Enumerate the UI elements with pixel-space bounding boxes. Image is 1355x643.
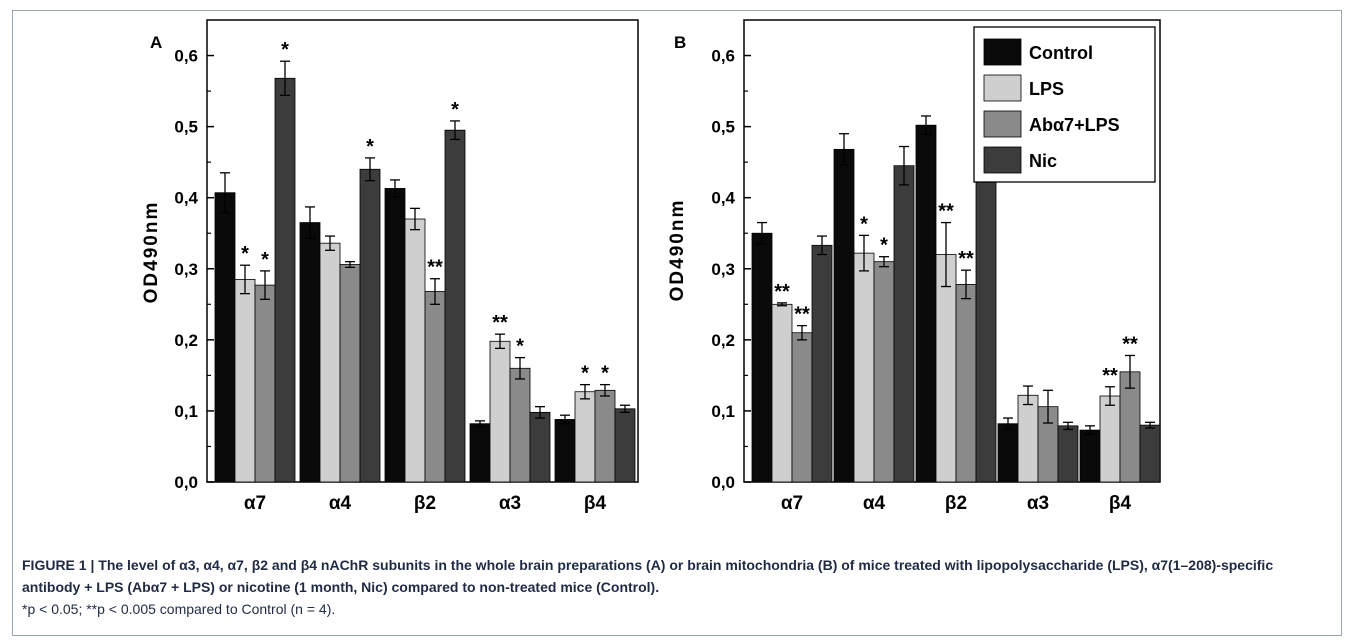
bar — [614, 408, 636, 483]
y-tick-label: 0,4 — [174, 189, 198, 208]
significance-label: ** — [492, 312, 508, 334]
bar — [554, 419, 576, 483]
significance-label: ** — [938, 201, 954, 223]
x-tick-label: α7 — [244, 493, 266, 514]
bar — [274, 77, 296, 483]
bar — [574, 391, 596, 483]
caption-note: *p < 0.05; **p < 0.005 compared to Contr… — [22, 601, 336, 617]
bar — [997, 423, 1019, 483]
bar — [529, 411, 551, 483]
y-tick-label: 0,1 — [711, 402, 735, 421]
x-tick-label: α4 — [329, 493, 352, 514]
significance-label: * — [281, 39, 289, 61]
legend-label: Nic — [1029, 151, 1057, 171]
x-tick-label: β2 — [414, 493, 436, 514]
y-tick-label: 0,0 — [711, 473, 735, 492]
y-tick-label: 0,3 — [711, 260, 735, 279]
bar — [339, 264, 361, 483]
figure-frame — [12, 10, 1342, 636]
significance-label: ** — [794, 304, 810, 326]
significance-label: ** — [774, 281, 790, 303]
x-tick-label: α4 — [863, 493, 886, 514]
bar — [893, 165, 915, 483]
bar — [509, 367, 531, 483]
y-tick-label: 0,2 — [711, 331, 735, 350]
bar — [853, 252, 875, 483]
y-tick-label: 0,6 — [711, 47, 735, 66]
bar — [319, 242, 341, 483]
y-axis-title: OD490nm — [667, 199, 688, 302]
x-tick-label: α3 — [1027, 493, 1049, 514]
significance-label: * — [261, 249, 269, 271]
legend: Control LPS Abα7+LPS Nic — [973, 26, 1156, 183]
significance-label: ** — [958, 248, 974, 270]
significance-label: ** — [1122, 333, 1138, 355]
bar — [1079, 429, 1101, 483]
y-axis-title: OD490nm — [141, 201, 162, 304]
bar — [299, 222, 321, 483]
bar — [384, 188, 406, 483]
x-tick-label: β4 — [1109, 493, 1132, 514]
significance-label: * — [241, 243, 249, 265]
legend-swatch — [983, 146, 1022, 174]
significance-label: ** — [427, 257, 443, 279]
legend-swatch — [983, 38, 1022, 66]
y-tick-label: 0,0 — [174, 473, 198, 492]
legend-label: LPS — [1029, 79, 1064, 99]
significance-label: * — [601, 363, 609, 385]
legend-swatch — [983, 110, 1022, 138]
x-tick-label: β4 — [584, 493, 607, 514]
bar — [833, 148, 855, 483]
bar — [234, 279, 256, 483]
bar — [404, 218, 426, 483]
bar — [594, 389, 616, 483]
bar — [424, 291, 446, 483]
figure-caption: FIGURE 1 | The level of α3, α4, α7, β2 a… — [22, 554, 1322, 620]
y-tick-label: 0,4 — [711, 189, 735, 208]
x-tick-label: β2 — [945, 493, 967, 514]
y-tick-label: 0,2 — [174, 331, 198, 350]
significance-label: * — [516, 336, 524, 358]
legend-label: Abα7+LPS — [1029, 115, 1120, 135]
significance-label: * — [880, 235, 888, 257]
bar — [935, 254, 957, 483]
significance-label: * — [451, 99, 459, 121]
y-tick-label: 0,5 — [711, 118, 735, 137]
bar — [811, 244, 833, 483]
bar — [791, 332, 813, 483]
x-tick-label: α7 — [781, 493, 803, 514]
bar — [469, 423, 491, 483]
bar — [915, 124, 937, 483]
x-tick-label: α3 — [499, 493, 521, 514]
bar — [771, 303, 793, 483]
panel-label: B — [674, 33, 686, 52]
legend-label: Control — [1029, 43, 1093, 63]
panel-label: A — [150, 33, 162, 52]
y-tick-label: 0,5 — [174, 118, 198, 137]
bar — [254, 284, 276, 483]
bar — [955, 284, 977, 483]
y-tick-label: 0,3 — [174, 260, 198, 279]
caption-title: FIGURE 1 | The level of α3, α4, α7, β2 a… — [22, 557, 1274, 595]
significance-label: ** — [1102, 365, 1118, 387]
significance-label: * — [581, 363, 589, 385]
bar — [1099, 395, 1121, 483]
significance-label: * — [366, 136, 374, 158]
bar — [1017, 394, 1039, 483]
bar — [489, 340, 511, 483]
bar — [751, 232, 773, 483]
bar — [444, 129, 466, 483]
bar — [1139, 424, 1161, 483]
bar — [359, 168, 381, 483]
y-tick-label: 0,1 — [174, 402, 198, 421]
bar — [873, 261, 895, 483]
bar — [1057, 425, 1079, 483]
bar — [214, 192, 236, 483]
y-tick-label: 0,6 — [174, 47, 198, 66]
chart-panel-b: BOD490nm0,00,10,20,30,40,50,6α7****α4**β… — [667, 19, 1161, 514]
legend-swatch — [983, 74, 1022, 102]
significance-label: * — [860, 213, 868, 235]
